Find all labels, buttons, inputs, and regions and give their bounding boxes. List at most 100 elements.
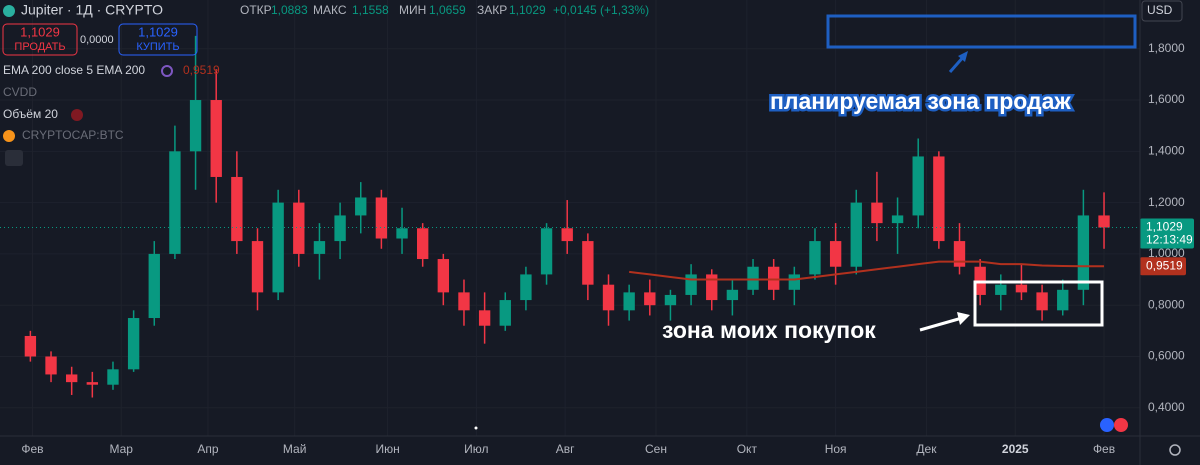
candle-body [995,284,1007,295]
candle-body [334,215,346,242]
event-icon[interactable] [1100,418,1114,432]
x-tick-label: Сен [645,442,667,456]
candle-body [726,289,739,301]
event-icon[interactable] [1114,418,1128,432]
open-label: ОТКР [240,3,272,17]
candle-body [788,274,801,290]
overlay: Jupiter · 1Д · CRYPTO ОТКР 1,0883 МАКС 1… [2,0,1183,456]
collapse-button[interactable] [5,150,23,166]
y-tick-label: 1,2000 [1148,195,1185,209]
buy-label: КУПИТЬ [136,41,179,53]
candle-body [458,292,470,311]
candle-body [1015,284,1028,293]
price-badge-time: 12:13:49 [1146,233,1193,247]
candle-body [871,202,883,224]
y-tick-label: 1,0000 [1148,246,1185,260]
sell-label: ПРОДАТЬ [14,41,65,53]
price-badge [1140,257,1186,276]
sell-zone-box [826,14,1137,49]
low-value: 1,0659 [429,3,466,17]
candle-body [602,284,615,311]
y-tick-label: 1,8000 [1148,41,1185,55]
btc-icon [3,130,15,142]
x-tick-label: 2025 [1002,442,1029,456]
price-badge-label: 0,9519 [1146,258,1183,272]
x-tick-label: Авг [556,442,575,456]
candle-body [45,356,57,375]
x-tick-label: Июн [375,442,399,456]
candle-body [148,253,160,319]
symbol[interactable]: Jupiter · 1Д · CRYPTO [21,2,163,18]
spread: 0,0000 [80,34,114,46]
candle-body [251,241,264,293]
x-tick-label: Фев [21,442,43,456]
price-badge [1140,218,1194,249]
symbol-icon [3,5,15,17]
candle-body [1077,215,1090,290]
candle-body [437,259,450,293]
close-value: 1,1029 [509,3,546,17]
candle-body [809,241,821,275]
candle-body [850,202,862,267]
candle-body [127,318,140,370]
candle-body [1036,292,1048,311]
plot: 0,4000 0,6000 0,8000 1,0000 1,2000 1,4000 1,60… [0,35,1194,456]
candle-body [107,369,119,385]
indicator[interactable]: CVDD [3,85,37,99]
candle-body [540,228,553,275]
candle-body [355,197,367,216]
candle-body [231,176,243,242]
candle-body [272,202,284,293]
x-tick-label: Июл [464,442,488,456]
y-tick-label: 0,4000 [1148,400,1185,414]
candle-body [1057,289,1069,311]
candle-body [396,228,408,239]
candle-body [933,156,945,242]
candle-body [210,100,222,177]
grid [0,0,1140,436]
candle-body [582,241,594,285]
dot [474,426,478,430]
ema-icon [161,65,173,77]
candle-body [912,156,924,216]
warning-icon [71,109,83,121]
open-value: 1,0883 [271,3,308,17]
sell-button[interactable] [2,23,78,56]
candle-body [891,215,904,224]
candle-body [293,202,305,254]
candle-body [375,197,388,239]
y-tick-label: 1,6000 [1148,92,1185,106]
y-tick-label: 0,6000 [1148,349,1185,363]
candle-body [685,274,697,295]
x-tick-label: Дек [916,442,937,456]
sell-price: 1,1029 [20,24,60,39]
indicator[interactable]: Объём 20 [3,107,58,121]
currency-button[interactable] [1141,0,1183,22]
sell-zone-label: планируемая зона продаж [770,88,1071,114]
x-tick-label: Ноя [825,442,847,456]
candle-body [829,241,842,267]
x-tick-label: Апр [197,442,219,456]
candle-body [169,151,181,254]
candle-body [86,382,99,385]
x-tick-label: Май [283,442,307,456]
candle-body [1098,215,1110,228]
high-label: МАКС [313,3,347,17]
y-tick-label: 0,8000 [1148,297,1185,311]
candle-body [24,335,37,357]
indicator[interactable]: CRYPTOCAP:BTC [22,128,124,142]
x-tick-label: Окт [737,442,758,456]
arrowhead [958,51,968,62]
x-tick-label: Фев [1093,442,1115,456]
candle-body [66,374,78,383]
ema-legend[interactable]: EMA 200 close 5 EMA 200 [3,63,145,77]
candle-body [417,228,429,260]
arrow [919,316,963,332]
candle-body [478,310,491,326]
buy-button[interactable] [118,23,198,56]
settings-icon[interactable] [1169,444,1181,456]
candle-body [520,274,532,301]
candle-body [706,274,718,301]
low-label: МИН [399,3,426,17]
